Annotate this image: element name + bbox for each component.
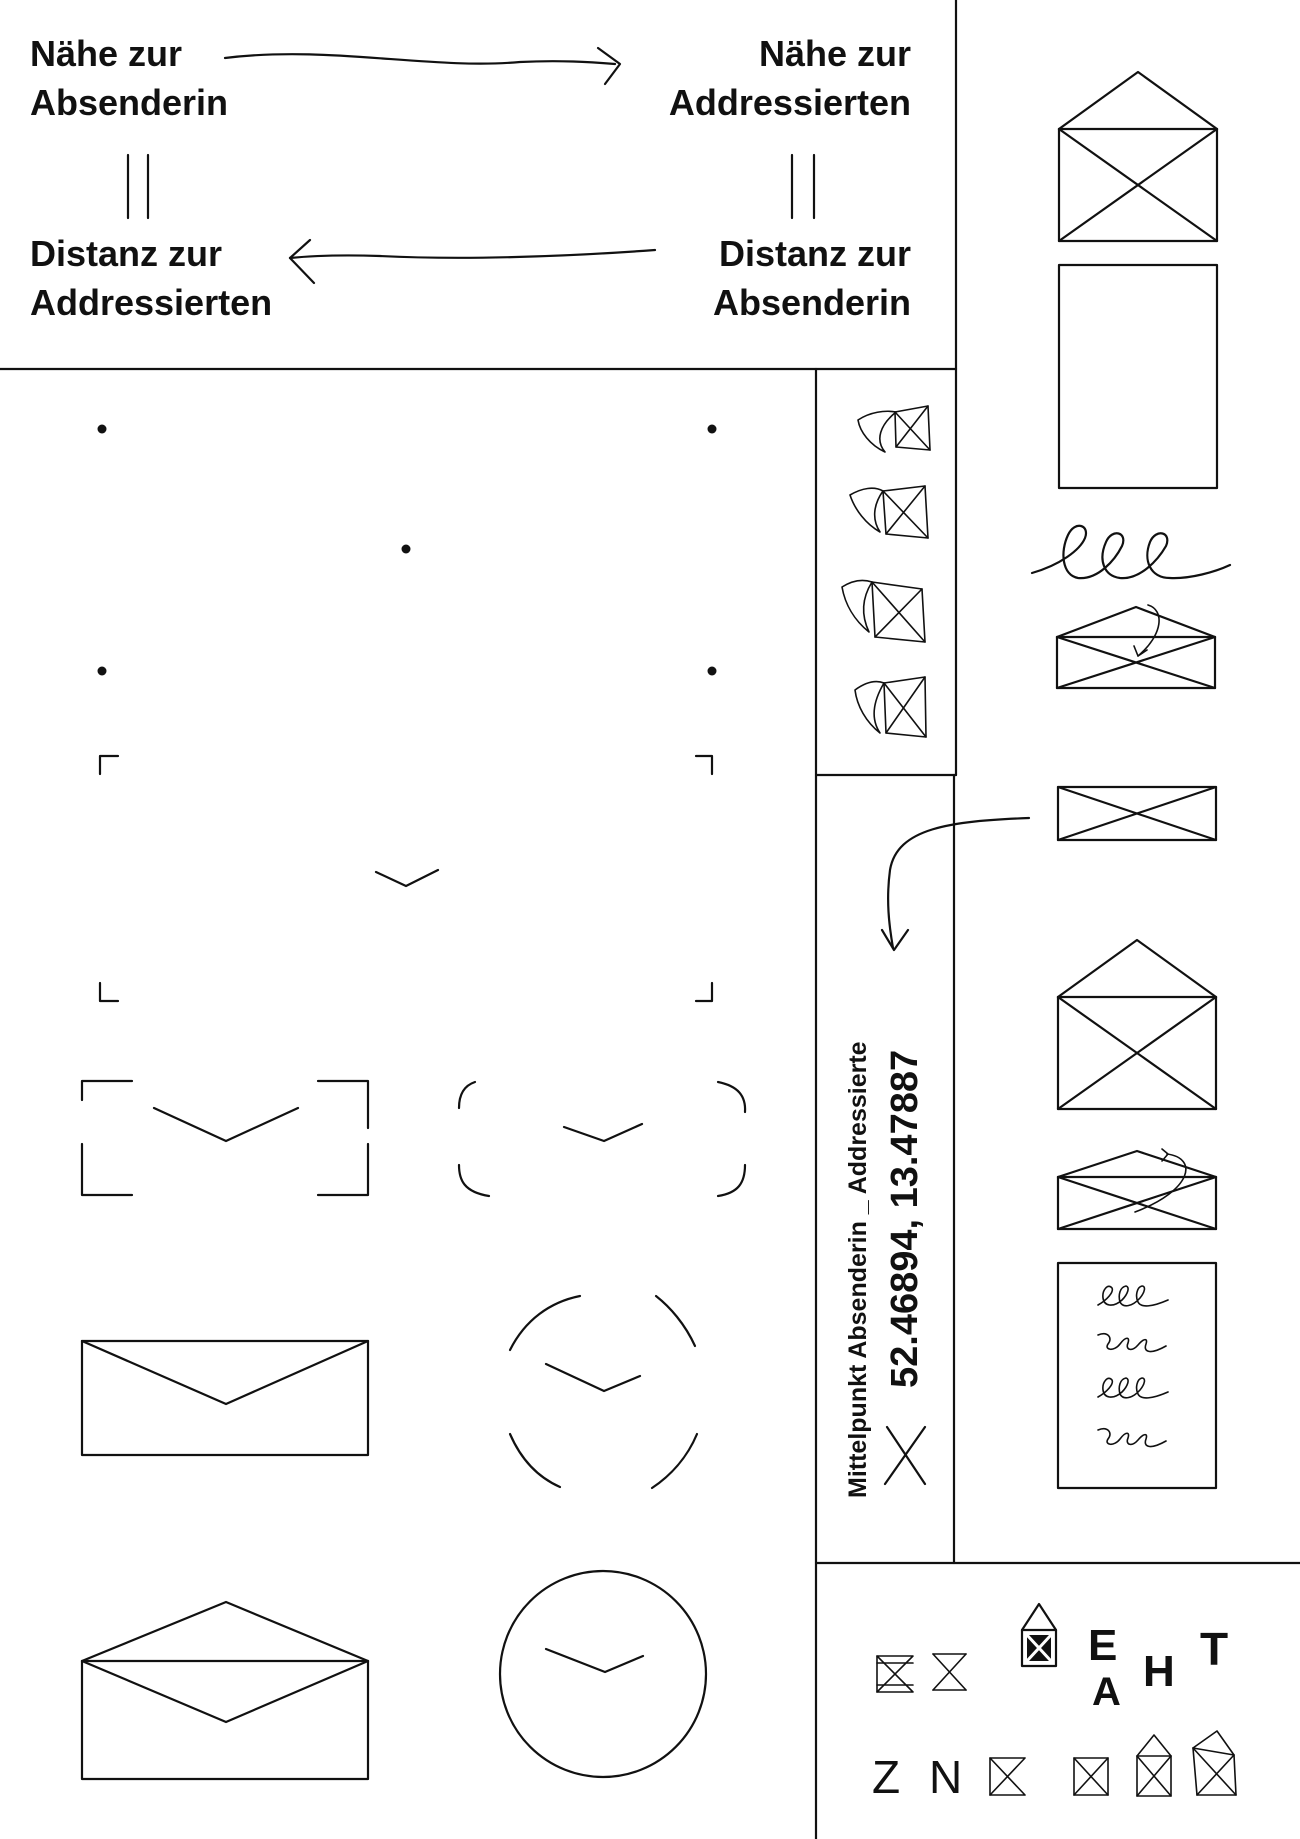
sketch-envelopes	[841, 405, 931, 738]
envelope-open-large-icon	[1056, 938, 1218, 1111]
envelope-flat-icon	[1056, 785, 1218, 842]
rounded-bracket-stage	[457, 1080, 747, 1198]
right-column	[1030, 70, 1232, 1490]
label-top-right: Nähe zur Addressierten	[668, 33, 911, 123]
circle-envelope-icon	[498, 1569, 708, 1779]
midpoint-caption: Mittelpunkt Absenderin _ Addressierte	[844, 1041, 872, 1498]
label-top-left: Nähe zur Absenderin	[30, 33, 229, 123]
letter-N: N	[929, 1751, 963, 1803]
sketch-envelope-1-icon	[857, 405, 931, 453]
envelope-flap-arrow-icon	[1055, 604, 1217, 690]
bowtie-icon	[932, 1653, 967, 1691]
house-envelope-bold-icon	[1020, 1602, 1058, 1668]
letter-Z: Z	[872, 1751, 901, 1803]
envelope-sending-icon	[1056, 1148, 1218, 1231]
letter-morph-panel	[876, 1602, 1237, 1797]
arrow-right	[223, 53, 617, 66]
sketch-envelope-2-icon	[849, 485, 929, 539]
bracket-envelope-stage	[80, 1079, 370, 1197]
letter-H: H	[1143, 1647, 1175, 1696]
letter-E: E	[1088, 1621, 1118, 1670]
relation-arrows	[126, 46, 816, 285]
envelope-ZN-icon	[989, 1757, 1026, 1796]
sketch-envelope-4-icon	[854, 676, 927, 738]
envelope-tall-open-icon	[1057, 70, 1219, 243]
corner-marks-stage	[98, 754, 714, 1003]
label-bottom-right: Distanz zur Absenderin	[712, 233, 911, 323]
cross-mark-icon	[883, 1425, 927, 1486]
envelope-closed-icon	[80, 1339, 370, 1457]
handwriting-squiggle-icon	[1030, 524, 1232, 580]
house-envelope-icon	[1136, 1734, 1172, 1797]
curved-arrow	[880, 816, 1031, 952]
house-envelope-tilted-icon	[1192, 1730, 1237, 1796]
letter-A: A	[1092, 1670, 1121, 1714]
hourglass-icon	[876, 1655, 914, 1693]
midpoint-coordinates: 52.46894, 13.47887	[884, 1049, 926, 1388]
letter-T: T	[1200, 1623, 1229, 1675]
handwritten-letter-icon	[1056, 1261, 1218, 1490]
arrowhead-left-icon	[288, 238, 316, 285]
sketch-envelope-3-icon	[841, 579, 926, 643]
dots-stage	[97, 424, 717, 676]
arrowhead-right-icon	[596, 46, 622, 86]
envelope-open-icon	[80, 1600, 370, 1781]
letter-sheet-icon	[1057, 263, 1219, 490]
label-bottom-left: Distanz zur Addressierten	[30, 233, 273, 323]
dashed-circle-stage	[508, 1294, 699, 1490]
arrow-left	[288, 248, 657, 260]
envelope-small-icon	[1073, 1757, 1109, 1796]
arrowhead-down-icon	[880, 928, 910, 952]
